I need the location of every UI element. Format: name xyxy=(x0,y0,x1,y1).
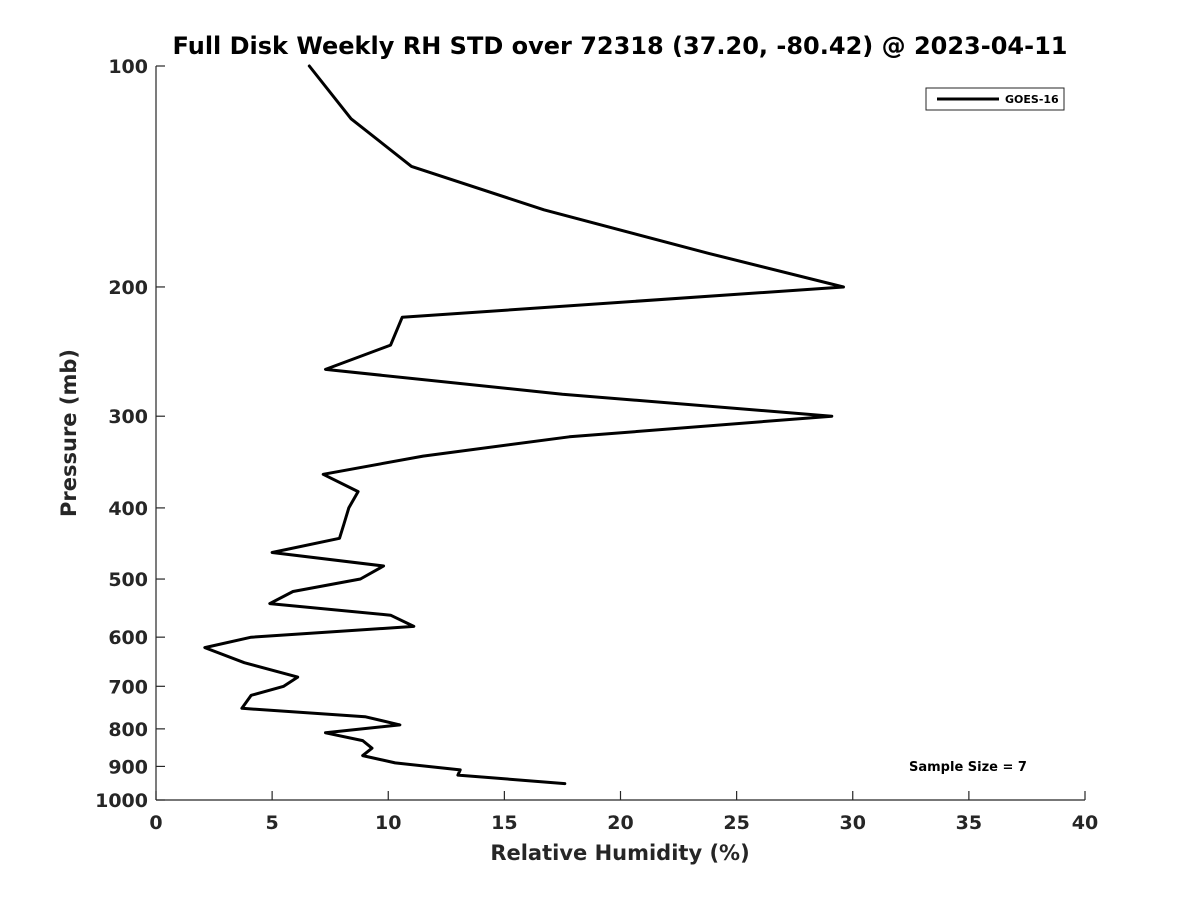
legend: GOES-16 xyxy=(925,87,1065,111)
y-tick-label: 400 xyxy=(108,498,148,520)
x-axis-ticks: 0 5 10 15 20 25 30 35 40 xyxy=(149,791,1098,834)
x-tick-label: 15 xyxy=(491,812,517,834)
x-tick-label: 20 xyxy=(607,812,633,834)
x-tick-label: 0 xyxy=(149,812,162,834)
sample-size-annotation: Sample Size = 7 xyxy=(909,760,1027,775)
y-tick-label: 600 xyxy=(108,627,148,649)
y-tick-label: 800 xyxy=(108,719,148,741)
chart-title: Full Disk Weekly RH STD over 72318 (37.2… xyxy=(173,32,1068,60)
y-tick-label: 1000 xyxy=(95,790,148,812)
x-tick-label: 5 xyxy=(266,812,279,834)
y-tick-label: 200 xyxy=(108,277,148,299)
x-tick-label: 35 xyxy=(956,812,982,834)
y-tick-label: 500 xyxy=(108,569,148,591)
y-axis-ticks: 100 200 300 400 500 600 700 800 900 1000 xyxy=(95,56,165,812)
y-tick-label: 900 xyxy=(108,756,148,778)
x-tick-label: 30 xyxy=(840,812,866,834)
x-axis-label: Relative Humidity (%) xyxy=(490,841,749,865)
y-tick-label: 700 xyxy=(108,676,148,698)
series-layer xyxy=(203,64,845,786)
y-tick-label: 300 xyxy=(108,406,148,428)
legend-entry-goes-16: GOES-16 xyxy=(1005,93,1059,106)
x-tick-label: 10 xyxy=(375,812,401,834)
x-tick-label: 40 xyxy=(1072,812,1098,834)
series-line-goes-16 xyxy=(203,64,845,786)
y-axis-label: Pressure (mb) xyxy=(57,349,81,517)
x-tick-label: 25 xyxy=(723,812,749,834)
y-tick-label: 100 xyxy=(108,56,148,78)
